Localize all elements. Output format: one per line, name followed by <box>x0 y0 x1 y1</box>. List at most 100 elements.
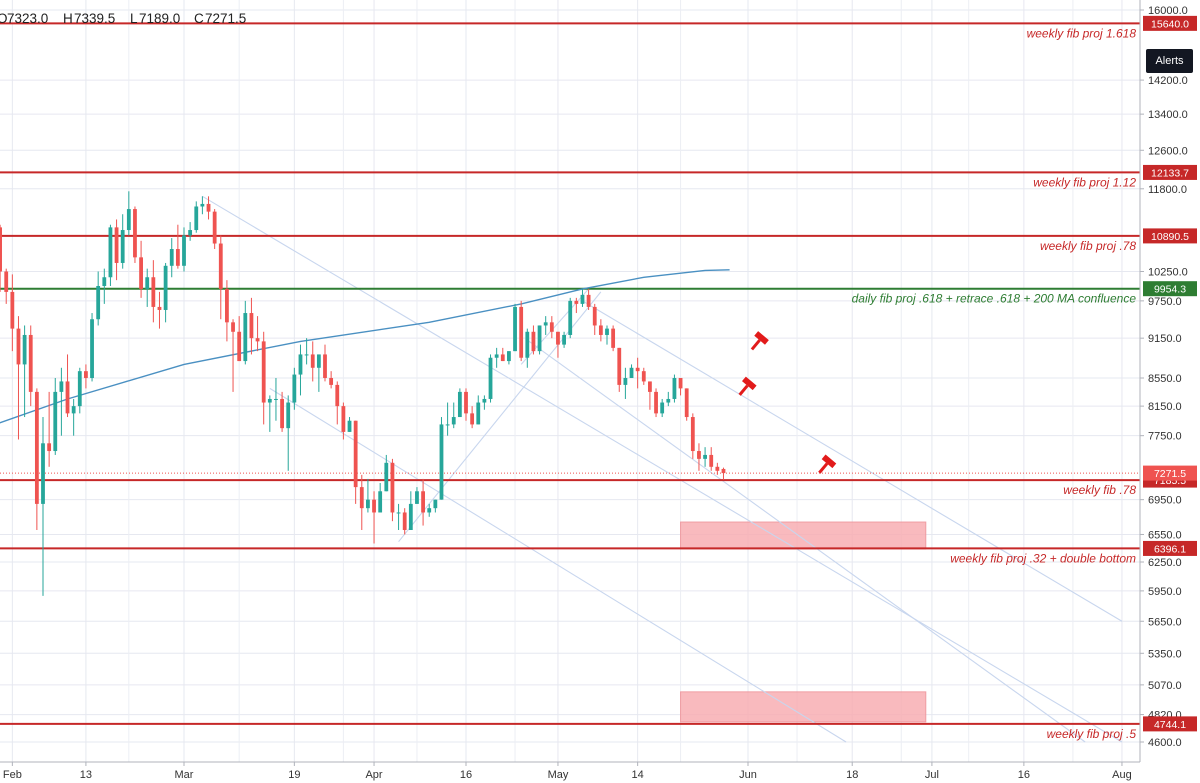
level-label: weekly fib .78 <box>1063 483 1136 497</box>
candle-body <box>133 209 137 258</box>
level-label: weekly fib proj 1.12 <box>1033 175 1136 189</box>
candle-body <box>690 417 695 452</box>
candle <box>22 325 27 418</box>
candle-body <box>182 235 186 266</box>
candle-body <box>114 227 119 263</box>
candle-body <box>372 499 376 513</box>
candle <box>304 338 309 365</box>
candle-body <box>34 391 39 504</box>
candle <box>108 224 113 286</box>
price-tick-label: 9750.0 <box>1148 296 1182 308</box>
candle-body <box>16 328 21 365</box>
candle <box>169 238 174 278</box>
candle <box>549 316 554 339</box>
hammer-marker <box>738 376 757 396</box>
candle-body <box>292 374 297 403</box>
candle-body <box>635 367 640 372</box>
candle-body <box>59 381 64 392</box>
candle <box>34 388 39 531</box>
candle <box>690 413 695 459</box>
candle-body <box>507 351 511 362</box>
candle-body <box>543 322 548 326</box>
candle <box>641 367 646 385</box>
candle <box>482 395 487 410</box>
candle <box>0 224 2 292</box>
candle <box>507 351 511 365</box>
level-label: weekly fib proj .5 <box>1047 727 1137 741</box>
ohlc-open-value: 7323.0 <box>7 11 48 26</box>
time-tick-label: Apr <box>365 769 382 781</box>
candle <box>225 280 229 342</box>
candle-body <box>41 443 45 504</box>
candle-body <box>556 331 560 345</box>
price-tick-label: 8550.0 <box>1148 373 1182 385</box>
candle-body <box>660 402 665 414</box>
candle-body <box>286 402 291 429</box>
candles <box>0 191 726 596</box>
candle-body <box>102 277 107 286</box>
candle <box>556 331 560 358</box>
channel-line <box>526 339 1086 743</box>
ohlc-low-key: L <box>130 11 138 26</box>
hammer-handle <box>738 384 749 396</box>
price-tick-label: 6250.0 <box>1148 557 1182 569</box>
candle-body <box>697 451 701 459</box>
candle <box>611 325 616 352</box>
candle <box>102 268 107 304</box>
candle-body <box>494 354 499 358</box>
alerts-button[interactable]: Alerts <box>1146 49 1193 73</box>
price-axis[interactable]: 4600.04820.05070.05350.05650.05950.06250… <box>1139 0 1200 783</box>
candle <box>96 271 101 326</box>
level-label: weekly fib proj 1.618 <box>1027 26 1137 40</box>
candle <box>672 374 677 403</box>
candle-body <box>648 381 652 392</box>
candle-body <box>261 341 266 403</box>
candle-body <box>353 420 358 488</box>
price-tag-value: 15640.0 <box>1151 18 1189 30</box>
candle <box>562 331 566 348</box>
hammer-marker <box>750 331 769 351</box>
target-zone <box>680 521 927 550</box>
price-tick-label: 16000.0 <box>1148 5 1188 17</box>
time-axis[interactable]: Feb 13 Mar 19 Apr 16 May 14 Jun 18 Jul 16 Aug <box>0 761 1200 783</box>
trend-channels <box>202 195 1123 743</box>
candle-body <box>298 354 303 375</box>
time-tick-label: 16 <box>460 769 472 781</box>
ohlc-close-key: C <box>194 11 204 26</box>
level-labels: weekly fib proj 1.618 weekly fib proj 1.1… <box>852 26 1137 741</box>
candle <box>292 367 297 410</box>
candle-body <box>482 398 487 403</box>
candle <box>77 367 82 414</box>
candle-body <box>157 306 162 310</box>
candle <box>605 325 609 345</box>
candle <box>586 288 591 310</box>
price-tick-label: 5350.0 <box>1148 648 1182 660</box>
candle <box>408 491 413 531</box>
price-tag <box>1143 281 1197 297</box>
candle <box>617 347 622 392</box>
level-label: weekly fib proj .32 + double bottom <box>950 551 1136 565</box>
candle <box>47 391 52 467</box>
candle <box>200 196 205 215</box>
candle <box>476 395 481 425</box>
candle-body <box>212 211 217 244</box>
candle-body <box>451 417 456 425</box>
candle-body <box>366 499 370 509</box>
ma200-line <box>0 269 730 424</box>
candle-body <box>71 406 76 414</box>
candle-body <box>218 243 223 289</box>
candle <box>237 316 242 362</box>
target-zones <box>680 521 927 723</box>
hammer-handle <box>818 462 829 474</box>
candle <box>163 262 168 323</box>
candle <box>598 319 603 342</box>
candle <box>274 377 278 421</box>
time-tick-label: 13 <box>80 769 92 781</box>
candle <box>329 371 334 389</box>
candle-body <box>598 325 603 335</box>
candle <box>139 240 143 298</box>
candle <box>133 206 137 263</box>
price-tag-value: 10890.5 <box>1151 231 1189 243</box>
candle <box>488 354 493 403</box>
